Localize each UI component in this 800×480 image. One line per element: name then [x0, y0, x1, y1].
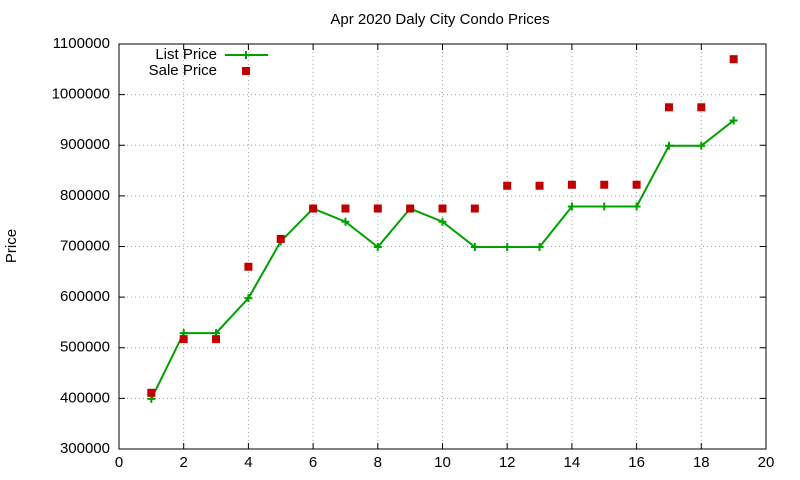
y-tick-label: 800000 — [60, 187, 110, 204]
point-marker — [697, 141, 706, 150]
legend-label: List Price — [155, 46, 217, 63]
y-tick-label: 900000 — [60, 136, 110, 153]
y-tick-label: 700000 — [60, 237, 110, 254]
y-axis-label: Price — [3, 229, 20, 263]
point-marker — [406, 204, 415, 213]
y-tick-label: 1100000 — [53, 35, 110, 52]
x-tick-label: 12 — [499, 454, 516, 471]
point-marker — [567, 202, 576, 211]
point-marker — [503, 243, 512, 252]
legend-label: Sale Price — [149, 62, 217, 79]
point-marker — [567, 180, 576, 189]
x-tick-label: 8 — [374, 454, 382, 471]
y-tick-label: 500000 — [60, 339, 110, 356]
point-marker — [147, 388, 156, 397]
point-marker — [729, 116, 738, 125]
point-marker — [503, 181, 512, 190]
point-marker — [632, 180, 641, 189]
point-marker — [341, 217, 350, 226]
point-marker — [244, 294, 253, 303]
point-marker — [212, 335, 221, 344]
x-tick-label: 20 — [758, 454, 775, 471]
y-tick-label: 600000 — [60, 288, 110, 305]
point-marker — [438, 204, 447, 213]
x-tick-label: 6 — [309, 454, 317, 471]
point-marker — [600, 202, 609, 211]
point-marker — [242, 67, 250, 75]
point-marker — [632, 202, 641, 211]
x-tick-label: 14 — [564, 454, 581, 471]
plot-frame — [118, 43, 767, 450]
point-marker — [470, 243, 479, 252]
point-marker — [179, 335, 188, 344]
y-tick-label: 300000 — [60, 440, 110, 457]
point-marker — [373, 204, 382, 213]
x-tick-label: 2 — [180, 454, 188, 471]
x-tick-label: 18 — [693, 454, 710, 471]
point-marker — [664, 141, 673, 150]
point-marker — [244, 262, 253, 271]
point-marker — [664, 103, 673, 112]
y-tick-label: 400000 — [60, 389, 110, 406]
x-tick-label: 4 — [244, 454, 252, 471]
chart-title: Apr 2020 Daly City Condo Prices — [330, 11, 549, 28]
point-marker — [373, 243, 382, 252]
point-marker — [729, 55, 738, 64]
point-marker — [438, 217, 447, 226]
point-marker — [242, 51, 250, 59]
point-marker — [535, 181, 544, 190]
point-marker — [697, 103, 706, 112]
x-tick-label: 0 — [115, 454, 123, 471]
point-marker — [276, 234, 285, 243]
point-marker — [309, 204, 318, 213]
y-tick-label: 1000000 — [52, 86, 110, 103]
x-tick-label: 10 — [434, 454, 451, 471]
point-marker — [341, 204, 350, 213]
x-tick-label: 16 — [628, 454, 645, 471]
series-line — [150, 119, 735, 400]
point-marker — [470, 204, 479, 213]
point-marker — [535, 243, 544, 252]
point-marker — [600, 180, 609, 189]
